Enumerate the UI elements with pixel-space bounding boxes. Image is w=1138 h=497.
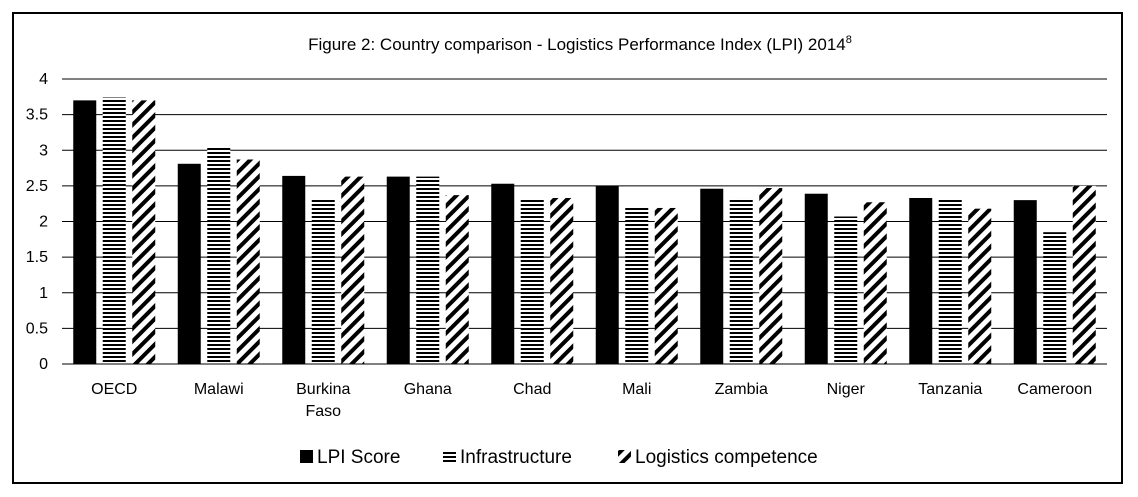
bar-logistics-competence bbox=[341, 176, 365, 364]
y-tick-label: 1 bbox=[39, 285, 48, 302]
x-tick-label: OECD bbox=[91, 381, 137, 398]
bar-lpi-score bbox=[700, 188, 724, 364]
y-tick-label: 2 bbox=[39, 214, 48, 231]
legend-item-infrastructure: Infrastructure bbox=[443, 447, 572, 468]
legend-swatch bbox=[443, 450, 456, 463]
bar-logistics-competence bbox=[759, 188, 783, 364]
y-tick-label: 0.5 bbox=[26, 320, 48, 337]
chart-title-superscript: 8 bbox=[846, 34, 852, 46]
legend-item-logistics-competence: Logistics competence bbox=[618, 447, 818, 468]
bar-lpi-score bbox=[177, 163, 201, 364]
bar-infrastructure bbox=[520, 198, 544, 364]
bar-logistics-competence bbox=[445, 195, 469, 364]
bar-infrastructure bbox=[207, 146, 231, 364]
y-axis: 0 0.5 1 1.5 2 2.5 3 3.5 4 bbox=[26, 71, 48, 373]
x-axis: OECD Malawi Burkina Faso Ghana Chad Mali Zambia… bbox=[62, 363, 1107, 420]
x-tick-label: Faso bbox=[305, 403, 341, 420]
x-tick-label: Burkina bbox=[296, 381, 350, 398]
x-tick-label: Chad bbox=[513, 381, 551, 398]
y-tick-label: 3 bbox=[39, 142, 48, 159]
bar-logistics-competence bbox=[968, 208, 992, 364]
bar-logistics-competence bbox=[654, 207, 678, 364]
legend-label: LPI Score bbox=[317, 447, 400, 468]
x-tick-label: Zambia bbox=[715, 381, 768, 398]
bar-lpi-score bbox=[282, 175, 306, 364]
bar-lpi-score bbox=[73, 100, 97, 364]
legend-label: Logistics competence bbox=[635, 447, 818, 468]
bar-infrastructure bbox=[102, 97, 126, 365]
legend-label: Infrastructure bbox=[460, 447, 572, 468]
bar-logistics-competence bbox=[236, 159, 260, 364]
bar-lpi-score bbox=[909, 197, 933, 364]
legend-swatch bbox=[618, 450, 631, 463]
y-tick-label: 4 bbox=[39, 71, 48, 88]
x-tick-label: Malawi bbox=[194, 381, 244, 398]
bar-lpi-score bbox=[595, 185, 619, 364]
bar-infrastructure bbox=[1043, 232, 1067, 364]
y-tick-label: 1.5 bbox=[26, 249, 48, 266]
chart-title-text: Figure 2: Country comparison - Logistics… bbox=[308, 35, 846, 54]
bar-infrastructure bbox=[834, 216, 858, 364]
legend-swatch bbox=[300, 450, 313, 463]
legend-item-lpi-score: LPI Score bbox=[300, 447, 400, 468]
bar-infrastructure bbox=[625, 207, 649, 364]
legend: LPI Score Infrastructure Logistics compete… bbox=[300, 447, 818, 468]
bar-infrastructure bbox=[938, 198, 962, 364]
y-tick-label: 0 bbox=[39, 356, 48, 373]
bar-infrastructure bbox=[416, 176, 440, 364]
bar-logistics-competence bbox=[1072, 185, 1096, 364]
x-tick-label: Niger bbox=[827, 381, 866, 398]
y-tick-label: 3.5 bbox=[26, 107, 48, 124]
bar-logistics-competence bbox=[550, 197, 574, 364]
bar-logistics-competence bbox=[863, 202, 887, 364]
x-tick-label: Tanzania bbox=[918, 381, 982, 398]
bar-lpi-score bbox=[1013, 200, 1037, 364]
x-tick-label: Ghana bbox=[404, 381, 452, 398]
y-tick-label: 2.5 bbox=[26, 178, 48, 195]
bar-infrastructure bbox=[311, 198, 335, 364]
bar-lpi-score bbox=[491, 183, 515, 364]
chart-title: Figure 2: Country comparison - Logistics… bbox=[308, 34, 852, 54]
bar-lpi-score bbox=[804, 193, 828, 364]
bar-lpi-score bbox=[386, 176, 410, 364]
x-tick-label: Cameroon bbox=[1017, 381, 1092, 398]
bar-infrastructure bbox=[729, 197, 753, 364]
x-tick-label: Mali bbox=[622, 381, 651, 398]
bar-logistics-competence bbox=[132, 100, 156, 364]
bars bbox=[73, 97, 1096, 365]
